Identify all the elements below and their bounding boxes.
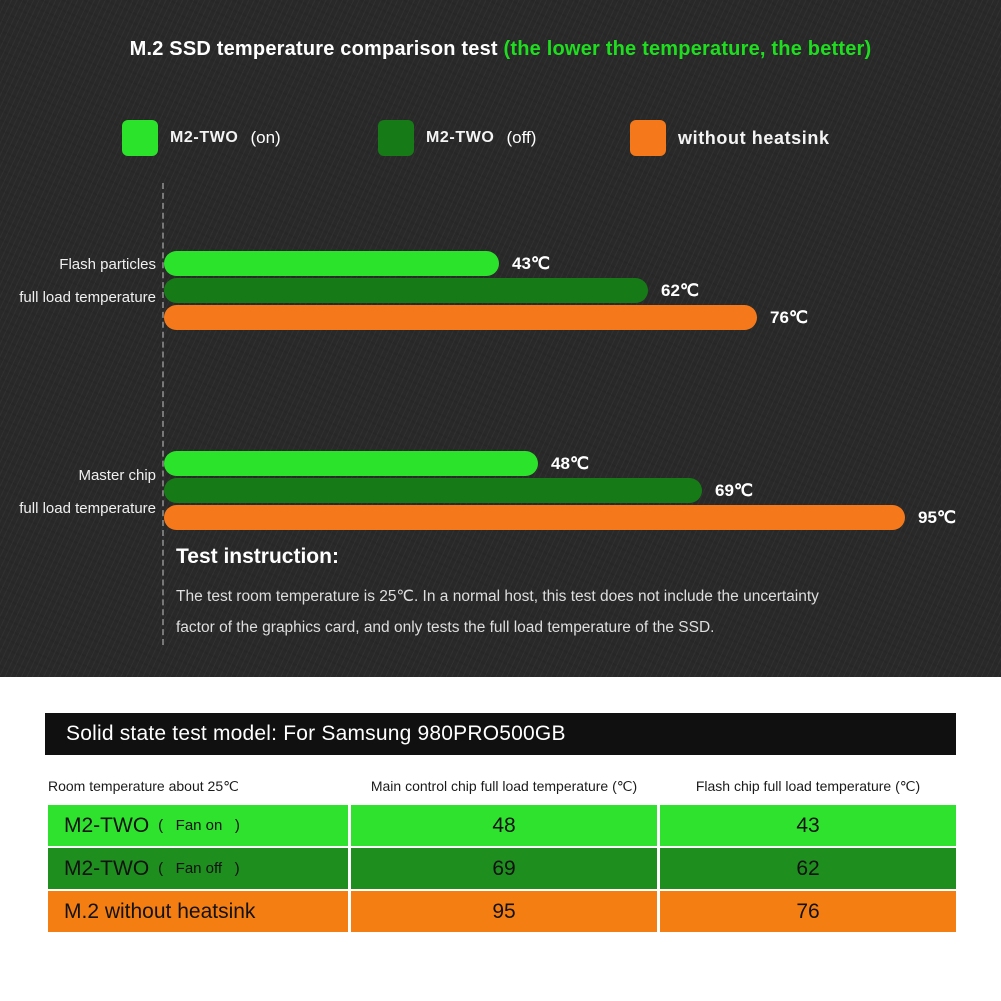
bar-value-label: 48℃: [551, 453, 590, 473]
bar-row: 95℃: [164, 505, 956, 530]
legend-item-on: M2-TWO (on): [122, 118, 281, 158]
bar-row: 76℃: [164, 305, 808, 330]
bar-value-label: 69℃: [715, 480, 754, 500]
model-name: M.2 without heatsink: [64, 899, 256, 923]
bar-value-label: 76℃: [770, 307, 809, 327]
fan-state: ( Fan off ): [158, 860, 240, 877]
axis-dashed-line: [162, 183, 164, 645]
main-temp-value: 69: [492, 856, 516, 880]
table-header-main-chip: Main control chip full load temperature …: [370, 778, 638, 794]
bar-value-label: 95℃: [918, 507, 957, 527]
bar-value-label: 62℃: [661, 280, 700, 300]
table-header-room-temp: Room temperature about 25℃: [48, 778, 239, 794]
cell-main-temp: 69: [351, 848, 657, 889]
legend-label: M2-TWO: [426, 129, 495, 146]
title-main: M.2 SSD temperature comparison test: [129, 38, 504, 60]
table-header-flash-chip: Flash chip full load temperature (℃): [695, 778, 921, 794]
cell-model: M.2 without heatsink: [48, 891, 348, 932]
group2-label-line1: Master chip: [78, 467, 156, 484]
flash-temp-value: 76: [796, 899, 820, 923]
fan-state: ( Fan on ): [158, 817, 240, 834]
model-banner: Solid state test model: For Samsung 980P…: [45, 713, 956, 755]
legend-swatch-orange: [630, 120, 666, 156]
bar-flash-m2two-off: [164, 278, 648, 303]
page-title: M.2 SSD temperature comparison test (the…: [0, 38, 1001, 61]
main-temp-value: 48: [492, 813, 516, 837]
legend-item-no-heatsink: without heatsink: [630, 118, 830, 158]
legend-swatch-darkgreen: [378, 120, 414, 156]
bar-flash-no-heatsink: [164, 305, 757, 330]
bar-row: 48℃: [164, 451, 589, 476]
group2-label-line2: full load temperature: [19, 500, 156, 517]
bar-master-no-heatsink: [164, 505, 905, 530]
bar-row: 69℃: [164, 478, 753, 503]
bar-flash-m2two-on: [164, 251, 499, 276]
legend-state: (on): [250, 128, 281, 147]
chart-panel: M.2 SSD temperature comparison test (the…: [0, 0, 1001, 677]
cell-flash-temp: 62: [660, 848, 956, 889]
model-name: M2-TWO: [64, 813, 150, 837]
bar-row: 62℃: [164, 278, 699, 303]
group1-label-line2: full load temperature: [19, 289, 156, 306]
legend-state: (off): [506, 128, 537, 147]
cell-model: M2-TWO ( Fan on ): [48, 805, 348, 846]
cell-main-temp: 95: [351, 891, 657, 932]
cell-flash-temp: 43: [660, 805, 956, 846]
group1-label-line1: Flash particles: [59, 256, 156, 273]
bar-value-label: 43℃: [512, 253, 551, 273]
bar-row: 43℃: [164, 251, 550, 276]
title-highlight: (the lower the temperature, the better): [503, 38, 872, 60]
cell-flash-temp: 76: [660, 891, 956, 932]
cell-model: M2-TWO ( Fan off ): [48, 848, 348, 889]
legend-swatch-green: [122, 120, 158, 156]
cell-main-temp: 48: [351, 805, 657, 846]
instruction-line-2: factor of the graphics card, and only te…: [176, 619, 715, 636]
instruction-heading: Test instruction:: [176, 545, 339, 568]
legend-label: without heatsink: [678, 127, 830, 148]
bar-master-m2two-on: [164, 451, 538, 476]
instruction-line-1: The test room temperature is 25℃. In a n…: [176, 588, 819, 605]
flash-temp-value: 43: [796, 813, 820, 837]
legend-item-off: M2-TWO (off): [378, 118, 536, 158]
bar-master-m2two-off: [164, 478, 702, 503]
legend-label: M2-TWO: [170, 129, 239, 146]
main-temp-value: 95: [492, 899, 516, 923]
flash-temp-value: 62: [796, 856, 820, 880]
model-name: M2-TWO: [64, 856, 150, 880]
